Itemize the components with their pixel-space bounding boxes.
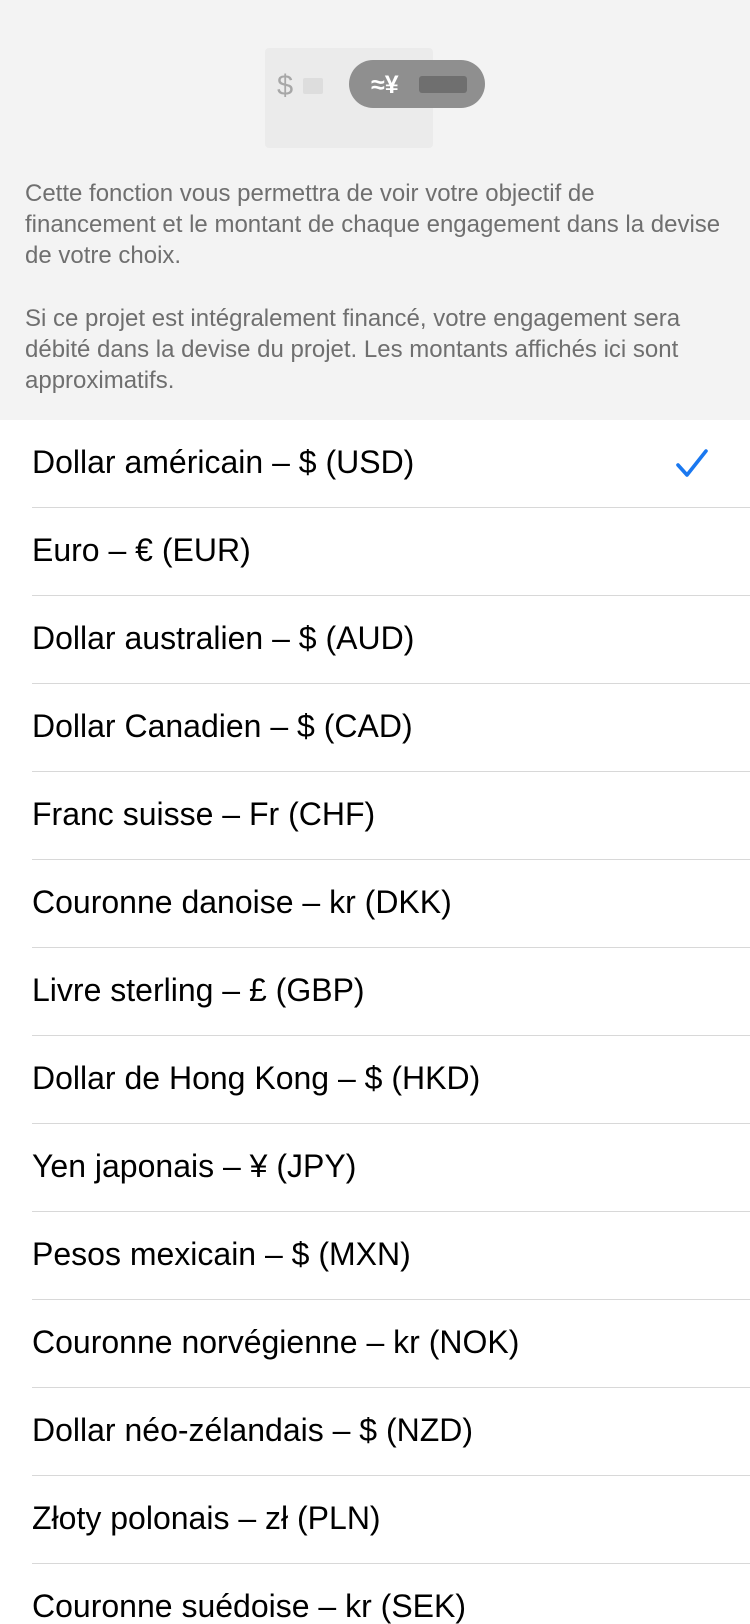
- description-paragraph-2: Si ce projet est intégralement financé, …: [25, 305, 681, 394]
- currency-label: Dollar américain – $ (USD): [32, 444, 415, 480]
- currency-label: Couronne norvégienne – kr (NOK): [32, 1324, 520, 1360]
- currency-label: Dollar néo-zélandais – $ (NZD): [32, 1412, 474, 1448]
- currency-option-dkk[interactable]: Couronne danoise – kr (DKK): [0, 860, 750, 948]
- currency-option-chf[interactable]: Franc suisse – Fr (CHF): [0, 772, 750, 860]
- currency-label: Yen japonais – ¥ (JPY): [32, 1148, 357, 1184]
- currency-label: Franc suisse – Fr (CHF): [32, 796, 376, 832]
- currency-option-nzd[interactable]: Dollar néo-zélandais – $ (NZD): [0, 1388, 750, 1476]
- currency-option-hkd[interactable]: Dollar de Hong Kong – $ (HKD): [0, 1036, 750, 1124]
- dollar-symbol: $: [277, 70, 294, 102]
- currency-info-header: $ ≈¥ Cette fonction vous permettra de vo…: [0, 0, 750, 420]
- currency-conversion-illustration: $ ≈¥: [265, 48, 485, 148]
- currency-option-mxn[interactable]: Pesos mexicain – $ (MXN): [0, 1212, 750, 1300]
- currency-option-gbp[interactable]: Livre sterling – £ (GBP): [0, 948, 750, 1036]
- currency-option-nok[interactable]: Couronne norvégienne – kr (NOK): [0, 1300, 750, 1388]
- currency-label: Dollar australien – $ (AUD): [32, 620, 415, 656]
- currency-label: Dollar Canadien – $ (CAD): [32, 708, 413, 744]
- currency-label: Pesos mexicain – $ (MXN): [32, 1236, 411, 1272]
- approx-yen-symbol: ≈¥: [371, 71, 399, 99]
- converted-amount-placeholder: [419, 76, 467, 93]
- currency-label: Euro – € (EUR): [32, 532, 251, 568]
- description-paragraph-1: Cette fonction vous permettra de voir vo…: [25, 180, 721, 269]
- currency-label: Couronne suédoise – kr (SEK): [32, 1588, 466, 1624]
- currency-option-pln[interactable]: Złoty polonais – zł (PLN): [0, 1476, 750, 1564]
- currency-list: Dollar américain – $ (USD) Euro – € (EUR…: [0, 420, 750, 1624]
- currency-option-eur[interactable]: Euro – € (EUR): [0, 508, 750, 596]
- checkmark-icon: [676, 449, 708, 477]
- currency-option-aud[interactable]: Dollar australien – $ (AUD): [0, 596, 750, 684]
- currency-label: Złoty polonais – zł (PLN): [32, 1500, 381, 1536]
- currency-option-jpy[interactable]: Yen japonais – ¥ (JPY): [0, 1124, 750, 1212]
- currency-option-sek[interactable]: Couronne suédoise – kr (SEK): [0, 1564, 750, 1624]
- currency-label: Couronne danoise – kr (DKK): [32, 884, 452, 920]
- currency-label: Livre sterling – £ (GBP): [32, 972, 365, 1008]
- amount-placeholder: [303, 78, 323, 94]
- converted-currency-pill: ≈¥: [349, 60, 485, 108]
- currency-option-usd[interactable]: Dollar américain – $ (USD): [0, 420, 750, 508]
- currency-label: Dollar de Hong Kong – $ (HKD): [32, 1060, 481, 1096]
- currency-option-cad[interactable]: Dollar Canadien – $ (CAD): [0, 684, 750, 772]
